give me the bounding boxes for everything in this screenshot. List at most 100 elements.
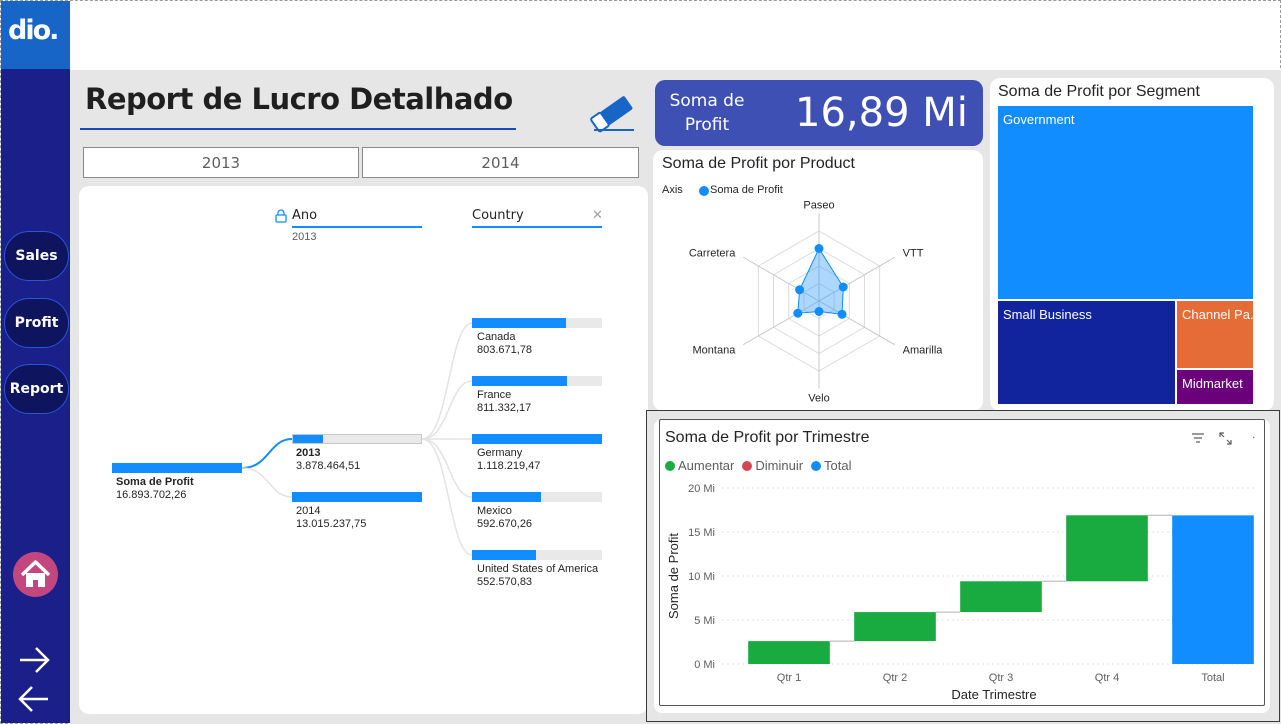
decomposition-tree[interactable]: Ano 2013 Country ✕ Soma de Profit 16.893… bbox=[79, 186, 648, 714]
arrow-right-icon[interactable] bbox=[18, 645, 52, 675]
treemap-midmarket[interactable]: Midmarket bbox=[1177, 370, 1253, 404]
radar-point bbox=[795, 285, 805, 295]
kpi-value: 16,89 Mi bbox=[795, 90, 968, 136]
x-axis-title: Date Trimestre bbox=[951, 687, 1036, 702]
focus-mode-icon[interactable] bbox=[1219, 432, 1232, 445]
sidebar bbox=[1, 1, 70, 723]
country-node-bar[interactable] bbox=[472, 318, 602, 328]
radar-chart-card[interactable]: Soma de Profit por Product Axis Soma de … bbox=[653, 150, 983, 411]
y-tick-label: 10 Mi bbox=[688, 571, 715, 583]
radar-axis-label: VTT bbox=[903, 248, 924, 260]
radar-axis-label: Montana bbox=[693, 344, 737, 356]
country-node-fill bbox=[472, 376, 567, 386]
waterfall-bar bbox=[748, 641, 830, 664]
country-node-value: 803.671,78 bbox=[477, 344, 533, 356]
year-node-bar[interactable] bbox=[292, 434, 422, 444]
column-header-country[interactable]: Country bbox=[472, 208, 524, 223]
year-node-label: 2013 bbox=[296, 447, 321, 459]
radar-axis-label: Paseo bbox=[803, 199, 834, 211]
radar-axis-line bbox=[818, 256, 896, 302]
eraser-icon[interactable] bbox=[590, 92, 640, 134]
year-2013-button[interactable]: 2013 bbox=[83, 147, 359, 178]
x-tick-label: Qtr 1 bbox=[777, 672, 801, 684]
logo: dio. bbox=[1, 1, 70, 69]
waterfall-bar bbox=[960, 581, 1042, 613]
year-2014-button[interactable]: 2014 bbox=[362, 147, 639, 178]
country-node-bar[interactable] bbox=[472, 376, 602, 386]
radar-point bbox=[814, 244, 824, 253]
country-node-value: 811.332,17 bbox=[477, 402, 532, 414]
radar-axis-line bbox=[742, 300, 820, 346]
treemap-title: Soma de Profit por Segment bbox=[998, 83, 1200, 100]
waterfall-chart-card[interactable]: Soma de Profit por Trimestre · Aumentar … bbox=[654, 419, 1270, 713]
column-ano-underline bbox=[292, 226, 422, 228]
waterfall-plot: 0 Mi 5 Mi 10 Mi 15 Mi 20 Mi Qtr 1 Qtr 2 Qtr 3 Qt… bbox=[666, 483, 1254, 702]
title-underline bbox=[80, 128, 516, 130]
radar-point bbox=[838, 282, 848, 292]
y-tick-label: 5 Mi bbox=[694, 615, 715, 627]
legend-item-diminuir: Diminuir bbox=[742, 458, 803, 473]
waterfall-legend: Aumentar Diminuir Total bbox=[665, 458, 860, 473]
root-value: 16.893.702,26 bbox=[116, 489, 187, 501]
legend-dot bbox=[699, 186, 709, 196]
country-node-bar[interactable] bbox=[472, 434, 602, 444]
decomp-connectors bbox=[241, 322, 473, 556]
year-node-bar[interactable] bbox=[292, 492, 422, 502]
country-node-bar[interactable] bbox=[472, 550, 602, 560]
home-icon bbox=[20, 560, 51, 587]
country-node-value: 1.118.219,47 bbox=[477, 460, 541, 472]
y-tick-label: 15 Mi bbox=[688, 527, 715, 539]
radar-legend-axis: Axis bbox=[662, 184, 683, 196]
radar-axis-label: Velo bbox=[808, 393, 829, 405]
year-node-label: 2014 bbox=[296, 505, 321, 517]
column-header-ano[interactable]: Ano bbox=[292, 208, 318, 223]
more-options-icon[interactable]: · bbox=[1252, 431, 1256, 444]
treemap-government[interactable]: Government bbox=[998, 106, 1253, 299]
lock-icon bbox=[275, 209, 287, 223]
radar-axis-label: Carretera bbox=[689, 248, 736, 260]
country-node-fill bbox=[472, 492, 541, 502]
country-node-label: Mexico bbox=[477, 505, 512, 517]
filter-icon[interactable] bbox=[1191, 432, 1205, 444]
nav-sales-button[interactable]: Sales bbox=[4, 231, 69, 281]
x-tick-label: Qtr 4 bbox=[1095, 672, 1119, 684]
treemap-channel-partners[interactable]: Channel Pa... bbox=[1177, 301, 1253, 368]
waterfall-title: Soma de Profit por Trimestre bbox=[665, 429, 870, 446]
legend-item-aumentar: Aumentar bbox=[665, 458, 734, 473]
home-button[interactable] bbox=[13, 552, 58, 597]
y-tick-label: 20 Mi bbox=[688, 483, 715, 495]
page-title: Report de Lucro Detalhado bbox=[85, 82, 513, 116]
x-tick-label: Qtr 3 bbox=[989, 672, 1013, 684]
radar-legend-series: Soma de Profit bbox=[710, 184, 783, 196]
logo-text: dio. bbox=[8, 15, 59, 46]
year-node-value: 3.878.464,51 bbox=[296, 460, 361, 472]
waterfall-bar bbox=[1172, 515, 1254, 664]
country-node-fill bbox=[472, 434, 602, 444]
root-bar bbox=[112, 463, 242, 473]
waterfall-bar bbox=[854, 612, 936, 642]
x-tick-label: Total bbox=[1201, 672, 1224, 684]
root-label: Soma de Profit bbox=[116, 476, 194, 488]
treemap-small-business[interactable]: Small Business bbox=[998, 301, 1175, 404]
treemap-card[interactable]: Soma de Profit por Segment Government Sm… bbox=[990, 78, 1274, 411]
y-axis-title: Soma de Profit bbox=[666, 533, 681, 619]
close-icon[interactable]: ✕ bbox=[592, 208, 603, 223]
year-node-fill bbox=[292, 492, 392, 502]
year-node-value: 13.015.237,75 bbox=[296, 518, 367, 530]
waterfall-focus-border bbox=[659, 419, 1265, 706]
radar-axis-label: Amarilla bbox=[903, 344, 944, 356]
country-node-label: Canada bbox=[477, 331, 516, 343]
nav-profit-button[interactable]: Profit bbox=[4, 298, 69, 348]
radar-axis-line bbox=[742, 256, 820, 302]
radar-axis-line bbox=[818, 300, 896, 346]
radar-point bbox=[793, 308, 803, 318]
country-node-label: Germany bbox=[477, 447, 523, 459]
country-node-fill bbox=[472, 550, 536, 560]
radar-point bbox=[814, 307, 824, 316]
arrow-left-icon[interactable] bbox=[16, 684, 50, 714]
kpi-card: Soma de Profit 16,89 Mi bbox=[655, 80, 983, 146]
country-node-value: 592.670,26 bbox=[477, 518, 533, 530]
country-node-bar[interactable] bbox=[472, 492, 602, 502]
y-tick-label: 0 Mi bbox=[694, 659, 715, 671]
nav-report-button[interactable]: Report bbox=[4, 364, 69, 414]
